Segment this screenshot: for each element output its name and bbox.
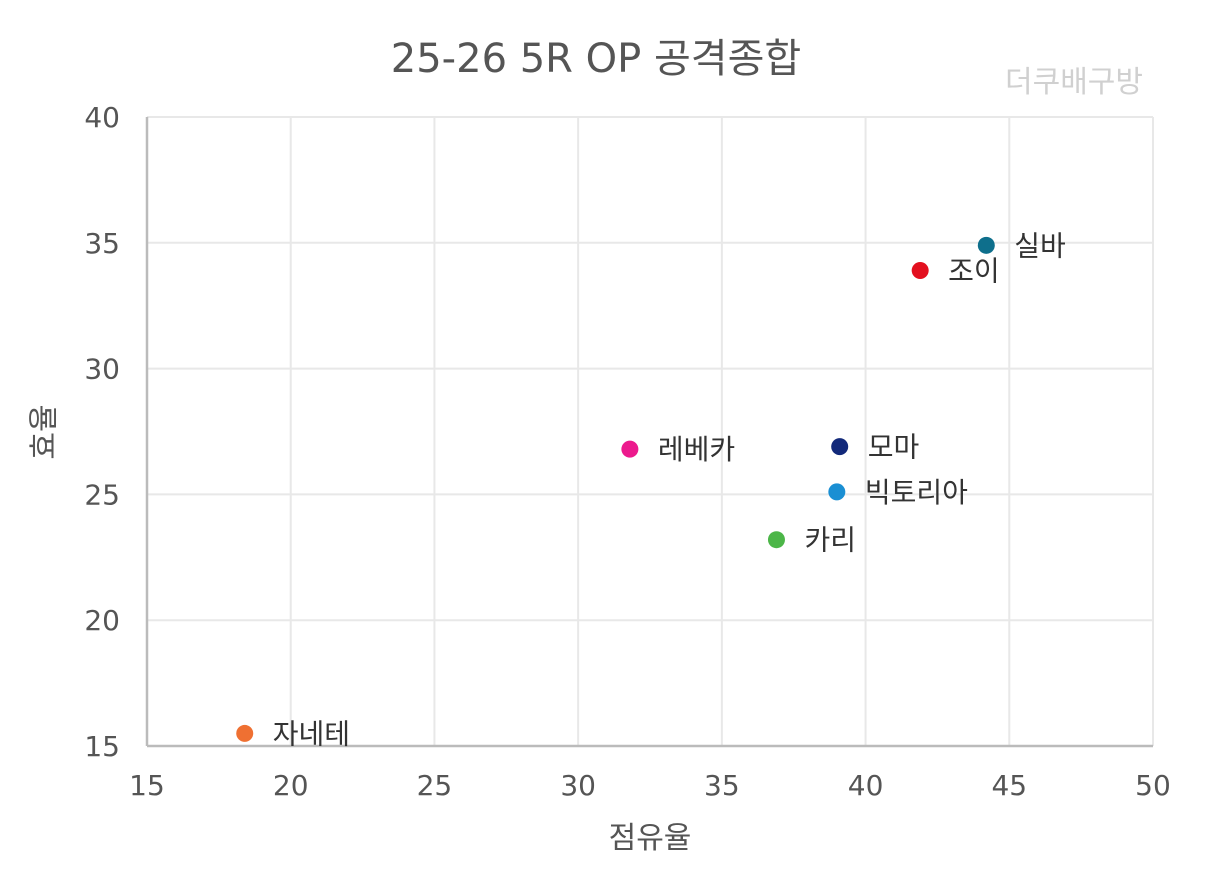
y-tick-label: 30 [84,353,120,386]
data-point-label: 실바 [1014,229,1066,262]
x-tick-label: 40 [848,769,884,802]
data-point-label: 모마 [868,431,920,464]
axes [145,117,1153,748]
x-tick-label: 25 [417,769,453,802]
data-point-label: 카리 [804,524,856,557]
data-point-label: 빅토리아 [865,476,968,509]
data-point [977,236,995,254]
watermark: 더쿠배구방 [1005,65,1143,100]
data-point [621,440,639,458]
y-tick-label: 15 [84,730,120,763]
data-point [236,724,254,742]
x-tick-label: 30 [560,769,596,802]
data-point-label: 자네테 [273,717,350,750]
grid [147,116,1154,746]
x-tick-label: 35 [704,769,740,802]
x-tick-label: 50 [1135,769,1171,802]
x-tick-label: 45 [991,769,1027,802]
y-tick-label: 40 [84,101,120,134]
data-point [767,531,785,549]
y-tick-label: 20 [84,604,120,637]
y-tick-label: 25 [84,478,120,511]
data-point [911,261,929,279]
x-tick-label: 15 [129,769,165,802]
data-point-label: 조이 [948,254,1000,287]
y-tick-label: 35 [84,227,120,260]
x-tick-label: 20 [273,769,309,802]
tick-labels: 15 20 25 30 35 40 45 50 15 20 25 30 35 40 [84,101,1170,802]
data-point [831,438,849,456]
y-axis-label: 효율 [27,404,62,459]
chart-title: 25-26 5R OP 공격종합 [391,36,801,82]
data-point [828,483,846,501]
x-axis-label: 점유율 [609,821,692,856]
data-point-label: 레베카 [658,433,735,466]
